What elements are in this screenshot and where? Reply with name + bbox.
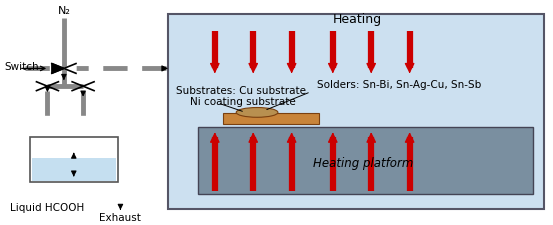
Bar bbox=[223, 113, 319, 124]
Polygon shape bbox=[64, 63, 76, 73]
Text: Solders: Sn-Bi, Sn-Ag-Cu, Sn-Sb: Solders: Sn-Bi, Sn-Ag-Cu, Sn-Sb bbox=[317, 80, 482, 90]
Text: Exhaust: Exhaust bbox=[100, 213, 142, 223]
Text: Substrates: Cu substrate: Substrates: Cu substrate bbox=[176, 86, 306, 96]
Text: Heating: Heating bbox=[333, 13, 382, 26]
Text: Ni coating substrate: Ni coating substrate bbox=[190, 97, 296, 107]
Bar bbox=[199, 127, 533, 194]
Text: Liquid HCOOH: Liquid HCOOH bbox=[11, 203, 85, 213]
Bar bbox=[168, 14, 544, 209]
Ellipse shape bbox=[236, 108, 278, 117]
Text: N₂: N₂ bbox=[58, 6, 70, 16]
Bar bbox=[32, 158, 116, 181]
Bar bbox=[30, 137, 118, 182]
Text: Switch: Switch bbox=[4, 62, 39, 72]
Polygon shape bbox=[52, 63, 64, 73]
Text: Heating platform: Heating platform bbox=[313, 158, 413, 170]
